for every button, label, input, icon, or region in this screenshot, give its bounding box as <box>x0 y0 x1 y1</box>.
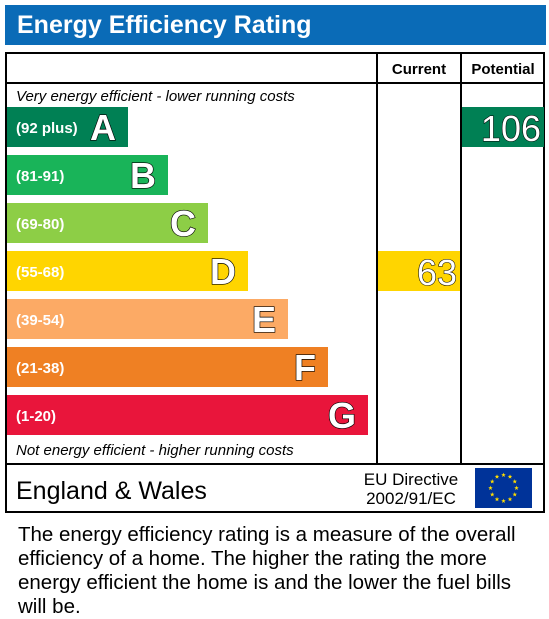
band-a-letter: A <box>90 107 116 148</box>
band-b-bar <box>7 155 168 195</box>
eu-star-icon <box>507 474 513 479</box>
potential-rating-box <box>462 107 544 147</box>
band-e-range: (39-54) <box>16 312 64 329</box>
band-d-bar <box>7 251 248 291</box>
potential-rating-value: 106 <box>481 108 541 149</box>
current-rating-box <box>378 251 460 291</box>
band-g-range: (1-20) <box>16 408 56 425</box>
band-d-range: (55-68) <box>16 264 64 281</box>
potential-column-header: Potential <box>471 61 534 78</box>
directive-line-1: EU Directive <box>364 470 458 489</box>
rating-scores: 63 106 <box>378 107 544 294</box>
eu-star-icon <box>512 492 518 497</box>
directive-line-2: 2002/91/EC <box>366 489 456 508</box>
band-c-bar <box>7 203 208 243</box>
eu-star-icon <box>494 474 500 479</box>
current-column-header: Current <box>392 61 446 78</box>
band-g-bar <box>7 395 368 435</box>
top-efficiency-note: Very energy efficient - lower running co… <box>16 88 295 105</box>
chart-frame <box>5 52 545 513</box>
rating-bands: (92 plus) A (81-91) B (69-80) C (55-68) D (39-54… <box>7 106 368 437</box>
eu-star-icon <box>488 485 493 490</box>
country-label: England & Wales <box>16 477 207 505</box>
eu-star-icon <box>501 498 506 503</box>
band-c-letter: C <box>170 203 196 244</box>
caption-text: The energy efficiency rating is a measur… <box>18 523 516 618</box>
band-d-letter: D <box>210 251 236 292</box>
band-c-range: (69-80) <box>16 216 64 233</box>
band-f-letter: F <box>294 347 316 388</box>
eu-star-icon <box>512 479 518 484</box>
band-b-range: (81-91) <box>16 168 64 185</box>
page-title: Energy Efficiency Rating <box>5 5 546 45</box>
current-rating-value: 63 <box>417 252 457 293</box>
band-b-letter: B <box>130 155 156 196</box>
band-a-bar <box>7 107 128 147</box>
eu-star-icon <box>501 472 506 477</box>
eu-flag-icon <box>475 468 532 508</box>
eu-star-icon <box>507 496 513 502</box>
eu-star-icon <box>514 485 519 490</box>
band-e-letter: E <box>252 299 276 340</box>
eu-star-icon <box>494 496 500 502</box>
band-a-range: (92 plus) <box>16 120 78 137</box>
band-f-range: (21-38) <box>16 360 64 377</box>
eu-flag-stars <box>488 472 519 503</box>
bottom-efficiency-note: Not energy efficient - higher running co… <box>16 442 294 459</box>
eu-star-icon <box>489 479 495 484</box>
eu-star-icon <box>489 492 495 497</box>
band-e-bar <box>7 299 288 339</box>
band-f-bar <box>7 347 328 387</box>
band-g-letter: G <box>328 395 356 436</box>
